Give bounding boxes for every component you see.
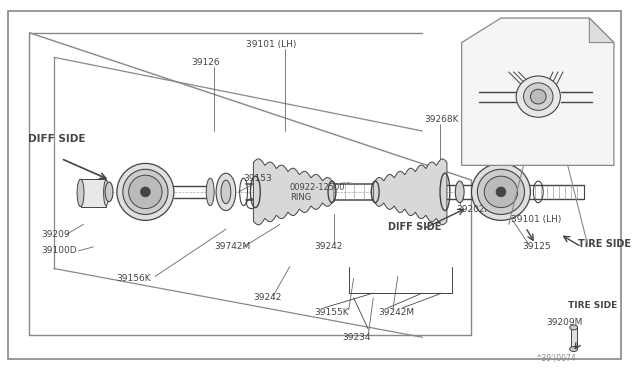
Ellipse shape [570,347,577,352]
Ellipse shape [516,76,561,117]
Text: 39126: 39126 [191,58,220,67]
Ellipse shape [77,179,84,206]
Text: 39100D: 39100D [41,246,77,255]
Text: 39202N: 39202N [457,205,492,214]
Text: 39234: 39234 [342,333,371,342]
Text: 39156K: 39156K [116,274,150,283]
Text: 39153: 39153 [244,174,273,183]
Text: 00922-12500: 00922-12500 [290,183,345,192]
Text: ^39'(0074: ^39'(0074 [535,355,576,363]
Text: 39209M: 39209M [546,318,582,327]
Text: 39155K: 39155K [314,308,349,317]
Ellipse shape [531,89,546,104]
Bar [571,327,577,349]
Polygon shape [589,18,614,42]
Bar [81,179,106,206]
Ellipse shape [216,173,236,211]
Ellipse shape [221,180,231,204]
Text: DIFF SIDE: DIFF SIDE [388,222,442,232]
Text: 39101 (LH): 39101 (LH) [246,40,296,49]
Text: TIRE SIDE: TIRE SIDE [568,301,617,310]
Ellipse shape [206,178,214,206]
Text: 39268K: 39268K [424,115,459,124]
Ellipse shape [477,169,525,215]
Ellipse shape [524,83,553,110]
Ellipse shape [455,181,464,203]
Ellipse shape [129,175,162,209]
Text: DIFF SIDE: DIFF SIDE [28,134,85,144]
Text: 39125: 39125 [522,243,551,251]
Ellipse shape [123,169,168,215]
Ellipse shape [117,163,174,220]
Ellipse shape [105,182,113,202]
Ellipse shape [496,187,506,197]
Polygon shape [373,159,447,225]
Polygon shape [253,159,334,225]
Polygon shape [461,18,614,166]
Text: 39242M: 39242M [378,308,414,317]
Ellipse shape [484,176,518,208]
Text: 39242: 39242 [253,294,282,302]
Ellipse shape [570,325,577,330]
Text: 39242: 39242 [314,243,342,251]
Ellipse shape [472,163,531,220]
Text: 39742M: 39742M [214,243,250,251]
Text: TIRE SIDE: TIRE SIDE [577,239,630,249]
Text: 39101 (LH): 39101 (LH) [511,215,561,224]
Text: RING: RING [290,193,311,202]
Text: 39209: 39209 [41,230,70,238]
Ellipse shape [140,187,150,197]
Ellipse shape [104,180,109,206]
